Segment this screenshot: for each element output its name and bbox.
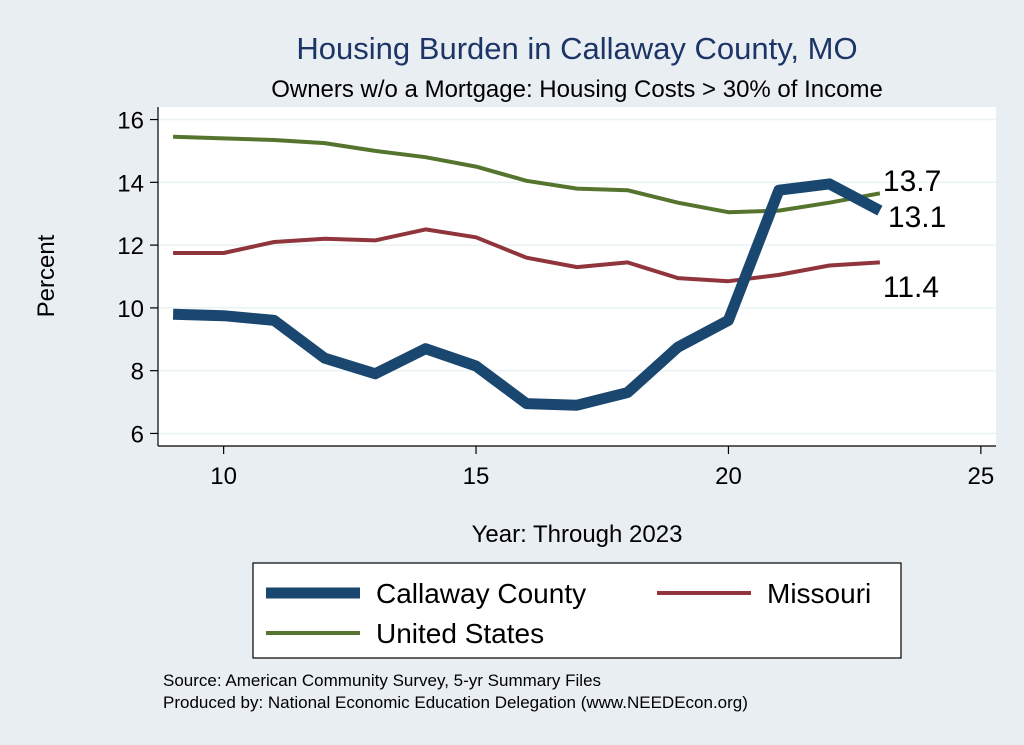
y-tick-label-10: 10 xyxy=(117,296,144,323)
end-label-united-states: 13.7 xyxy=(883,165,941,198)
y-tick-label-16: 16 xyxy=(117,108,144,135)
y-tick-label-14: 14 xyxy=(117,170,144,197)
end-label-callaway-county: 13.1 xyxy=(888,201,946,234)
y-tick-label-6: 6 xyxy=(131,421,144,448)
gridlines xyxy=(158,118,996,435)
y-tick-label-12: 12 xyxy=(117,233,144,260)
axes: 6 8 10 12 14 16 10 15 20 25 xyxy=(117,107,996,490)
series-line-missouri xyxy=(173,227,881,284)
plot-area xyxy=(158,107,996,446)
source-line-1: Source: American Community Survey, 5-yr … xyxy=(163,671,601,690)
x-tick-label-25: 25 xyxy=(968,463,995,490)
series-line-callaway-county xyxy=(172,178,883,411)
source-line-2: Produced by: National Economic Education… xyxy=(163,693,748,712)
y-tick-label-8: 8 xyxy=(131,359,144,386)
x-tick-label-15: 15 xyxy=(463,463,490,490)
series-line-united-states xyxy=(173,134,881,215)
legend-label-callaway: Callaway County xyxy=(376,578,586,609)
x-tick-label-20: 20 xyxy=(715,463,742,490)
x-axis-label: Year: Through 2023 xyxy=(472,521,683,548)
end-labels: 13.1 11.4 13.7 xyxy=(883,165,946,304)
x-tick-label-10: 10 xyxy=(210,463,237,490)
series-lines xyxy=(172,134,883,411)
end-label-missouri: 11.4 xyxy=(883,271,939,304)
legend-box xyxy=(252,562,902,659)
chart-subtitle: Owners w/o a Mortgage: Housing Costs > 3… xyxy=(271,76,883,103)
chart-title: Housing Burden in Callaway County, MO xyxy=(296,31,857,66)
legend-label-missouri: Missouri xyxy=(767,578,871,609)
legend: Callaway County Missouri United States xyxy=(252,562,902,659)
y-axis-label: Percent xyxy=(33,234,60,317)
legend-label-us: United States xyxy=(376,618,544,649)
